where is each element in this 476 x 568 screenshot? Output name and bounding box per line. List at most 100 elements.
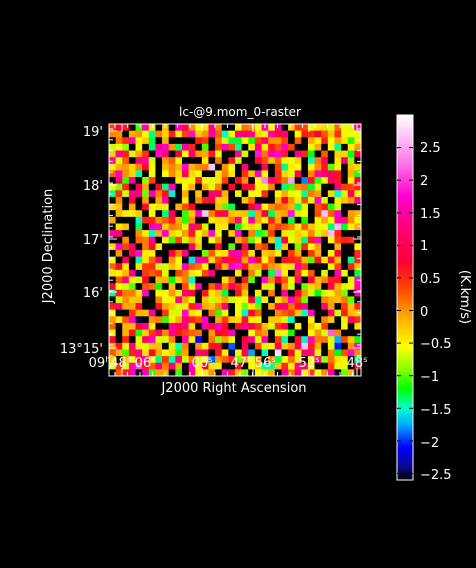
raster-pixel xyxy=(334,243,342,251)
raster-pixel xyxy=(248,216,256,224)
raster-pixel xyxy=(162,309,169,317)
raster-pixel xyxy=(175,269,183,277)
raster-pixel xyxy=(215,177,223,184)
raster-pixel xyxy=(128,250,136,257)
raster-pixel xyxy=(175,250,183,257)
raster-pixel xyxy=(248,137,256,145)
raster-pixel xyxy=(268,256,276,264)
raster-pixel xyxy=(221,203,229,211)
raster-pixel xyxy=(109,183,116,191)
raster-pixel xyxy=(208,196,216,204)
raster-pixel xyxy=(201,283,209,291)
raster-pixel xyxy=(334,362,342,370)
raster-pixel xyxy=(301,177,309,184)
raster-pixel xyxy=(248,342,256,350)
raster-pixel xyxy=(168,303,176,310)
raster-pixel xyxy=(201,316,209,324)
raster-pixel xyxy=(181,349,189,357)
raster-pixel xyxy=(241,349,249,357)
raster-pixel xyxy=(314,124,322,131)
raster-pixel xyxy=(115,170,123,178)
raster-pixel xyxy=(288,362,295,370)
raster-pixel xyxy=(115,303,123,310)
raster-pixel xyxy=(347,223,355,231)
raster-pixel xyxy=(168,124,176,131)
raster-pixel xyxy=(268,203,276,211)
raster-pixel xyxy=(208,236,216,244)
raster-pixel xyxy=(314,356,322,364)
colorbar-label: (K.km/s) xyxy=(457,270,472,324)
raster-pixel xyxy=(135,342,143,350)
raster-pixel xyxy=(268,269,276,277)
raster-pixel xyxy=(188,250,196,257)
raster-pixel xyxy=(288,322,295,330)
raster-pixel xyxy=(155,216,163,224)
raster-pixel xyxy=(341,230,349,238)
raster-pixel xyxy=(241,362,249,370)
raster-pixel xyxy=(334,289,342,297)
raster-pixel xyxy=(314,190,322,198)
raster-pixel xyxy=(122,309,130,317)
raster-pixel xyxy=(208,303,216,310)
raster-pixel xyxy=(321,157,329,165)
raster-pixel xyxy=(115,316,123,324)
raster-pixel xyxy=(327,236,335,244)
raster-pixel xyxy=(109,216,116,224)
raster-pixel xyxy=(354,216,362,224)
raster-pixel xyxy=(155,124,163,131)
raster-pixel xyxy=(248,157,256,165)
raster-pixel xyxy=(195,163,203,171)
raster-pixel xyxy=(162,143,169,151)
raster-pixel xyxy=(314,137,322,145)
raster-pixel xyxy=(347,336,355,344)
raster-pixel xyxy=(288,137,295,145)
raster-pixel xyxy=(268,296,276,304)
raster-pixel xyxy=(175,190,183,198)
raster-pixel xyxy=(321,369,329,377)
raster-pixel xyxy=(228,250,236,257)
raster-pixel xyxy=(235,303,242,310)
raster-pixel xyxy=(142,223,150,231)
raster-pixel xyxy=(228,163,236,171)
raster-pixel xyxy=(327,289,335,297)
raster-pixel xyxy=(274,137,282,145)
raster-pixel xyxy=(347,349,355,357)
raster-pixel xyxy=(261,196,269,204)
raster-pixel xyxy=(135,289,143,297)
raster-pixel xyxy=(142,263,150,271)
raster-pixel xyxy=(162,349,169,357)
raster-pixel xyxy=(254,143,262,151)
raster-pixel xyxy=(195,250,203,257)
raster-pixel xyxy=(294,163,302,171)
raster-pixel xyxy=(109,303,116,310)
raster-pixel xyxy=(314,263,322,271)
raster-pixel xyxy=(195,124,203,131)
raster-pixel xyxy=(241,190,249,198)
raster-pixel xyxy=(201,296,209,304)
raster-pixel xyxy=(215,196,223,204)
raster-pixel xyxy=(109,163,116,171)
raster-pixel xyxy=(122,303,130,310)
raster-pixel xyxy=(307,163,315,171)
raster-pixel xyxy=(115,210,123,218)
raster-pixel xyxy=(235,157,242,165)
raster-pixel xyxy=(347,137,355,145)
raster-pixel xyxy=(241,283,249,291)
raster-pixel xyxy=(155,183,163,191)
raster-pixel xyxy=(148,230,156,238)
raster-pixel xyxy=(221,303,229,310)
raster-pixel xyxy=(128,243,136,251)
raster-pixel xyxy=(175,177,183,184)
raster-pixel xyxy=(168,329,176,337)
raster-pixel xyxy=(254,130,262,138)
raster-pixel xyxy=(334,137,342,145)
raster-pixel xyxy=(281,269,289,277)
raster-pixel xyxy=(254,124,262,131)
raster-pixel xyxy=(301,243,309,251)
raster-pixel xyxy=(241,369,249,377)
raster-pixel xyxy=(109,369,116,377)
raster-pixel xyxy=(115,150,123,158)
raster-pixel xyxy=(228,190,236,198)
raster-pixel xyxy=(188,309,196,317)
raster-pixel xyxy=(314,243,322,251)
